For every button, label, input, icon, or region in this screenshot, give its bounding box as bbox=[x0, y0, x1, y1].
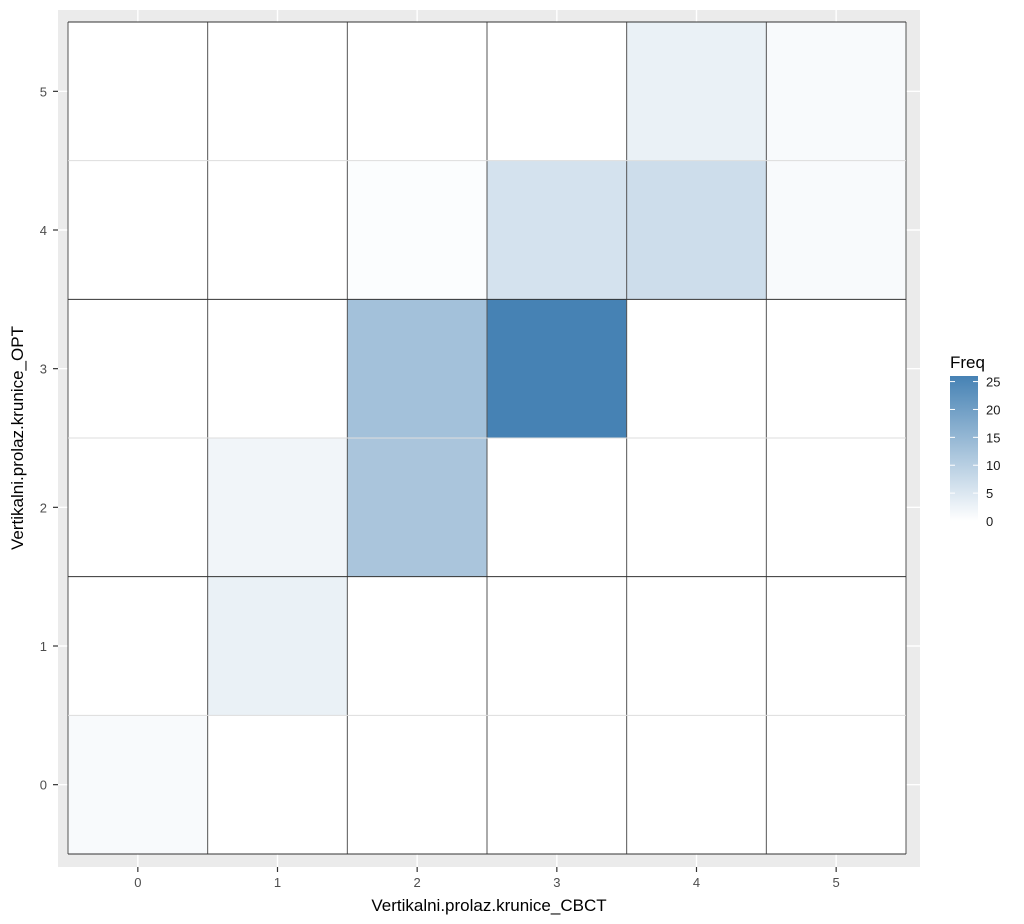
heatmap-cell bbox=[207, 715, 348, 854]
legend-title: Freq bbox=[950, 353, 985, 372]
heatmap-cell bbox=[207, 160, 348, 300]
heatmap-cell bbox=[487, 160, 627, 300]
heatmap-cell bbox=[347, 299, 487, 438]
x-tick-label: 5 bbox=[833, 875, 840, 890]
x-tick-label: 1 bbox=[274, 875, 281, 890]
heatmap-cell bbox=[68, 438, 208, 577]
legend-tick-label: 10 bbox=[986, 458, 1000, 473]
legend: Freq 0 5 10 15 20 25 bbox=[950, 353, 1000, 529]
legend-colorbar bbox=[950, 376, 978, 521]
heatmap-cell bbox=[626, 715, 767, 854]
heatmap-cell bbox=[487, 22, 627, 161]
heatmap-cell bbox=[487, 715, 627, 854]
heatmap-cell bbox=[207, 22, 348, 161]
x-axis: 0 1 2 3 4 5 bbox=[134, 867, 840, 890]
heatmap-cell bbox=[207, 576, 348, 716]
x-tick-label: 3 bbox=[553, 875, 560, 890]
legend-tick-label: 15 bbox=[986, 430, 1000, 445]
y-tick-label: 4 bbox=[40, 223, 47, 238]
heatmap-cell bbox=[347, 715, 487, 854]
heatmap-cell bbox=[766, 438, 906, 577]
heatmap-cell bbox=[68, 715, 208, 854]
heatmap-cell bbox=[487, 299, 627, 438]
heatmap-cell bbox=[347, 576, 487, 716]
heatmap-cell bbox=[766, 715, 906, 854]
heatmap-cell bbox=[766, 299, 906, 438]
legend-tick-label: 25 bbox=[986, 375, 1000, 390]
heatmap-cell bbox=[626, 576, 767, 716]
y-tick-label: 5 bbox=[40, 84, 47, 99]
heatmap-cell bbox=[207, 299, 348, 438]
heatmap-cell bbox=[766, 160, 906, 300]
y-tick-label: 3 bbox=[40, 362, 47, 377]
heatmap-cell bbox=[347, 22, 487, 161]
heatmap-cell bbox=[347, 160, 487, 300]
y-tick-label: 1 bbox=[40, 639, 47, 654]
legend-tick-label: 5 bbox=[986, 486, 993, 501]
heatmap-cell bbox=[626, 299, 767, 438]
heatmap-cell bbox=[487, 438, 627, 577]
y-axis: 0 1 2 3 4 5 bbox=[40, 84, 58, 793]
heatmap-cell bbox=[626, 438, 767, 577]
heatmap-cell bbox=[487, 576, 627, 716]
y-tick-label: 2 bbox=[40, 500, 47, 515]
x-tick-label: 2 bbox=[414, 875, 421, 890]
heatmap-cell bbox=[68, 299, 208, 438]
heatmap-cell bbox=[68, 576, 208, 716]
heatmap-cell bbox=[207, 438, 348, 577]
y-axis-title: Vertikalni.prolaz.krunice_OPT bbox=[8, 326, 27, 550]
heatmap-cells bbox=[67, 21, 907, 855]
heatmap-cell bbox=[626, 22, 767, 161]
legend-tick-label: 20 bbox=[986, 402, 1000, 417]
y-tick-label: 0 bbox=[40, 778, 47, 793]
legend-tick-label: 0 bbox=[986, 514, 993, 529]
heatmap-cell bbox=[68, 160, 208, 300]
x-tick-label: 0 bbox=[134, 875, 141, 890]
x-tick-label: 4 bbox=[693, 875, 700, 890]
heatmap-cell bbox=[68, 22, 208, 161]
heatmap-cell bbox=[347, 438, 487, 577]
legend-ticks: 0 5 10 15 20 25 bbox=[950, 375, 1000, 529]
heatmap-cell bbox=[766, 22, 906, 161]
heatmap-cell bbox=[626, 160, 767, 300]
heatmap-cell bbox=[766, 576, 906, 716]
x-axis-title: Vertikalni.prolaz.krunice_CBCT bbox=[371, 896, 606, 915]
